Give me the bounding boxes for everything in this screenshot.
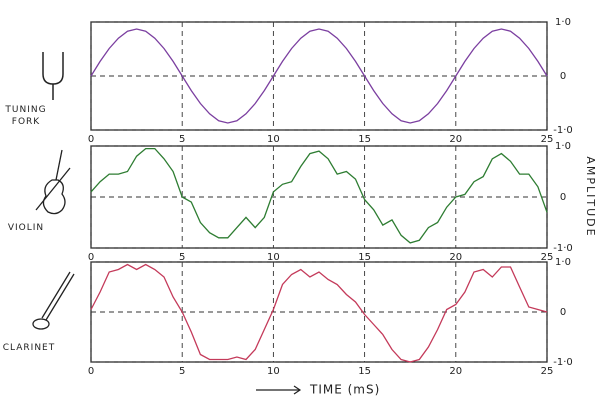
x-tick-label: 0 <box>88 134 94 145</box>
y-tick-label: 1·0 <box>555 141 571 152</box>
y-tick-label: 0 <box>560 307 566 318</box>
x-tick-label: 25 <box>541 134 554 145</box>
y-tick-label: -1·0 <box>553 125 573 136</box>
y-tick-label: -1·0 <box>553 357 573 368</box>
x-tick-label: 25 <box>541 252 554 263</box>
y-tick-label: -1·0 <box>553 243 573 254</box>
x-tick-label: 20 <box>449 252 462 263</box>
x-tick-label: 5 <box>179 252 185 263</box>
x-tick-label: 0 <box>88 252 94 263</box>
x-tick-label: 10 <box>267 366 280 377</box>
instrument-label: TUNING FORK <box>5 105 47 127</box>
instrument-label: VIOLIN <box>7 223 45 233</box>
violin-icon <box>35 149 71 215</box>
x-axis-label: TIME (mS) <box>309 383 380 397</box>
y-tick-label: 0 <box>560 192 566 203</box>
wave-line <box>90 147 548 244</box>
instrument-label: CLARINET <box>2 343 56 353</box>
wave-line <box>90 28 548 124</box>
x-tick-label: 25 <box>541 366 554 377</box>
x-tick-label: 15 <box>358 252 371 263</box>
x-tick-label: 10 <box>267 252 280 263</box>
y-axis-label: AMPLITUDE <box>584 156 597 237</box>
x-tick-label: 20 <box>449 134 462 145</box>
y-tick-label: 1·0 <box>555 257 571 268</box>
y-tick-label: 1·0 <box>555 17 571 28</box>
y-tick-label: 0 <box>560 71 566 82</box>
wave-line <box>90 263 548 363</box>
x-tick-label: 15 <box>358 366 371 377</box>
x-tick-label: 5 <box>179 134 185 145</box>
x-tick-label: 0 <box>88 366 94 377</box>
clarinet-icon <box>32 271 75 330</box>
time-arrow <box>256 385 302 395</box>
x-tick-label: 5 <box>179 366 185 377</box>
x-tick-label: 15 <box>358 134 371 145</box>
x-tick-label: 20 <box>449 366 462 377</box>
tuning-fork-icon <box>42 52 64 100</box>
x-tick-label: 10 <box>267 134 280 145</box>
